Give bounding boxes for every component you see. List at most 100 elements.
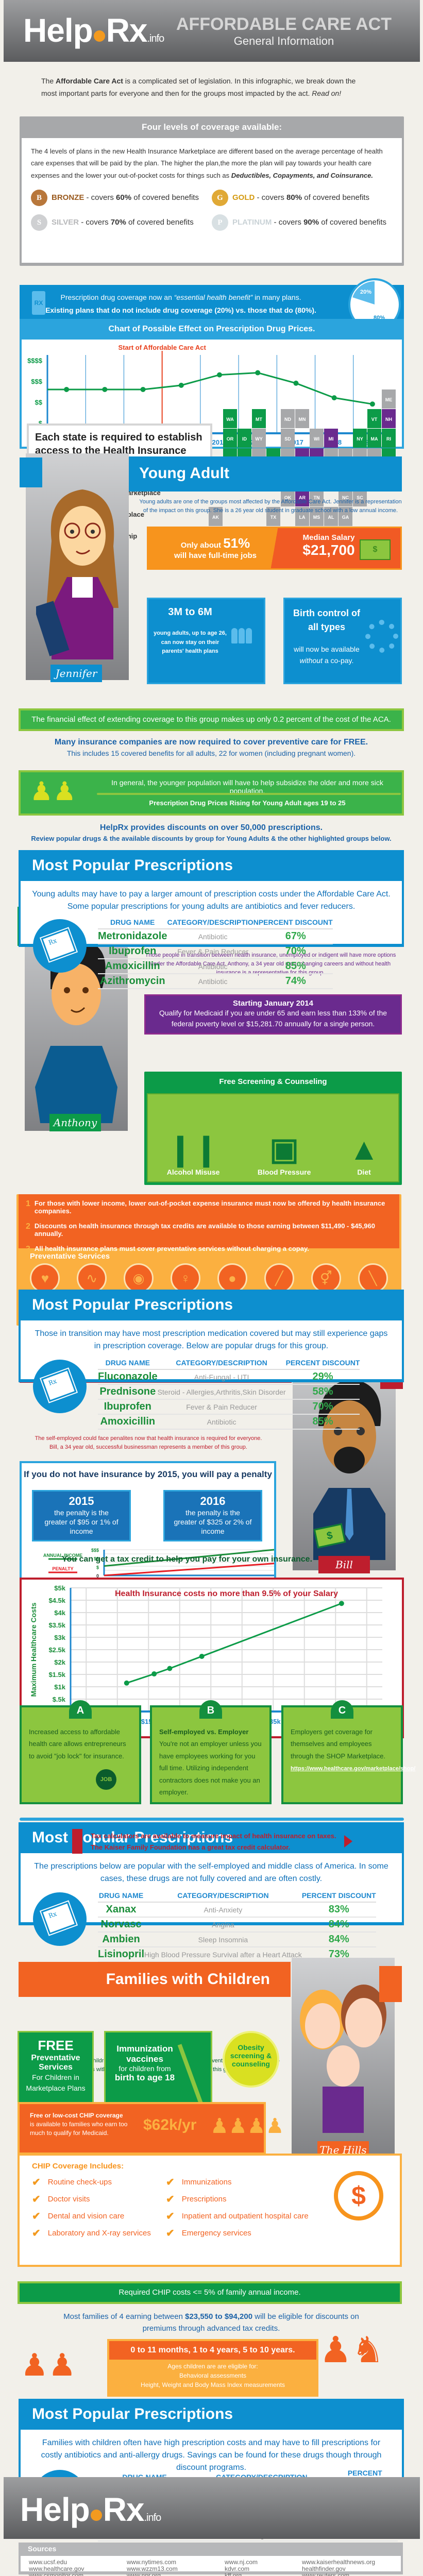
state-label: GA bbox=[342, 515, 349, 520]
source-link[interactable]: www.nj.com bbox=[225, 2558, 258, 2566]
tier-name: SILVER bbox=[52, 218, 79, 227]
drug-category: Anti-Anxiety bbox=[144, 1902, 302, 1918]
annotation-label: Start of Affordable Care Act bbox=[119, 344, 207, 351]
drug-discount: 70% bbox=[258, 944, 333, 959]
tier-pre: - covers bbox=[255, 193, 287, 202]
source-link[interactable]: www.healthcare.gov bbox=[29, 2565, 84, 2573]
series-line-penalty bbox=[104, 1563, 275, 1577]
cost-point bbox=[151, 1671, 157, 1677]
helprx-logo[interactable]: Help Rx .info bbox=[23, 12, 164, 49]
cost-point bbox=[199, 1653, 205, 1659]
tax-credit-eligibility: Most families of 4 earning between $23,5… bbox=[57, 2311, 366, 2334]
pie-slice-without-coverage bbox=[352, 281, 375, 304]
penalty-year: 2015 bbox=[69, 1495, 94, 1507]
table-row: Norvasc Angina 84% bbox=[98, 1917, 376, 1933]
calc-line-1: Tax calculators are available to measure… bbox=[91, 1832, 336, 1840]
y-tick-label: $1k bbox=[54, 1683, 65, 1691]
source-link[interactable]: kff.org bbox=[225, 2572, 242, 2576]
price-point bbox=[369, 401, 375, 407]
drug-table-title: Most Popular Prescriptions bbox=[32, 1296, 233, 1313]
hills-portrait: The Hills bbox=[292, 1958, 402, 2160]
drug-category: Fever & Pain Reducer bbox=[157, 1399, 286, 1415]
blood-pressure-icon: ▣ bbox=[269, 1132, 299, 1166]
state-label: TN bbox=[314, 495, 320, 500]
std-screenings-icon: ⚥ bbox=[311, 1263, 341, 1293]
series-label: PENALTY bbox=[52, 1566, 73, 1571]
check-icon: ✔ bbox=[166, 2177, 175, 2188]
y-tick-label: $2k bbox=[54, 1658, 65, 1666]
page-subtitle: General Information bbox=[233, 35, 334, 47]
imm-heading: Immunization vaccines bbox=[116, 2044, 173, 2064]
cost-line bbox=[126, 1602, 342, 1684]
price-point bbox=[293, 380, 299, 386]
drug-discount: 84% bbox=[301, 1917, 376, 1933]
drug-name: Norvasc bbox=[98, 1917, 144, 1933]
state-label: MI bbox=[329, 436, 334, 442]
tier-post: of covered benefits bbox=[131, 193, 199, 202]
chip-list-heading: CHIP Coverage Includes: bbox=[32, 2162, 124, 2171]
card-text: Increased access to affordable health ca… bbox=[29, 1728, 126, 1760]
state-mn bbox=[295, 409, 309, 428]
coverage-heading: Four levels of coverage available: bbox=[141, 122, 282, 132]
child-ages-panel: 0 to 11 months, 1 to 4 years, 5 to 10 ye… bbox=[107, 2339, 318, 2397]
column-header: DRUG NAME bbox=[98, 1357, 158, 1370]
penalty-year-card: 2016 the penalty is the greater of $325 o… bbox=[163, 1490, 262, 1541]
column-header: PERCENT DISCOUNT bbox=[258, 916, 333, 929]
table-row: Prednisone Steroid - Allergies,Arthritis,… bbox=[98, 1384, 360, 1400]
source-link[interactable]: www.wzzm13.com bbox=[127, 2565, 178, 2573]
drug-discount: 74% bbox=[258, 974, 333, 989]
card-letter: A bbox=[69, 1700, 92, 1719]
source-link[interactable]: www.nytimes.com bbox=[127, 2558, 177, 2566]
state-label: ID bbox=[242, 436, 247, 442]
calc-line-2: The Kaiser Family Foundation has a great… bbox=[91, 1843, 291, 1851]
sources-column: www.nj.com kdvr.com kff.org bbox=[225, 2558, 302, 2576]
source-link[interactable]: www.ucsf.edu bbox=[29, 2558, 67, 2566]
screening-item: ▲ Diet bbox=[349, 1131, 379, 1176]
column-header: DRUG NAME bbox=[98, 916, 167, 929]
y-tick-label: 0 bbox=[96, 1573, 99, 1579]
point-number: 1 bbox=[26, 1199, 30, 1208]
rx-bottle-icon: RX bbox=[32, 291, 45, 315]
source-link[interactable]: kdvr.com bbox=[225, 2565, 250, 2573]
next-arrow-icon[interactable] bbox=[344, 1835, 352, 1848]
source-link[interactable]: healthfinder.gov bbox=[302, 2565, 346, 2573]
check-icon: ✔ bbox=[166, 2194, 175, 2205]
coverage-tier-silver: S SILVER - covers 70% of covered benefits bbox=[31, 214, 212, 231]
free-sub: Preventative Services bbox=[31, 2054, 80, 2072]
chip-item-label: Doctor visits bbox=[47, 2195, 90, 2204]
chip-item: ✔ Doctor visits bbox=[32, 2193, 166, 2206]
drug-table-description: Young adults may have to pay a larger am… bbox=[32, 890, 391, 911]
series-label: ANNUAL INCOME bbox=[43, 1553, 82, 1558]
source-link[interactable]: www.reuters.com bbox=[302, 2572, 350, 2576]
drug-table-description: The prescriptions below are popular with… bbox=[34, 1862, 388, 1883]
screening-label: Alcohol Misuse bbox=[166, 1168, 220, 1176]
cash-stack-icon: $ bbox=[360, 539, 391, 560]
source-link[interactable]: www.npr.org bbox=[127, 2572, 161, 2576]
sources-list: www.ucsf.edu www.healthcare.gov www.csmoni… bbox=[21, 2556, 401, 2576]
gold-coin-icon: G bbox=[212, 190, 228, 207]
penalty-panel: If you do not have insurance by 2015, yo… bbox=[20, 1461, 276, 1580]
state-label: SD bbox=[284, 436, 291, 442]
y-tick-label: $ bbox=[96, 1565, 99, 1570]
coverage-tier-bronze: B BRONZE - covers 60% of covered benefits bbox=[31, 190, 212, 207]
state-wi bbox=[310, 429, 324, 448]
card-heading: Self-employed vs. Employer bbox=[159, 1728, 249, 1736]
footer-logo[interactable]: Help Rx .info bbox=[20, 2491, 161, 2528]
ages-text: Ages children are are eligible for: bbox=[167, 2363, 258, 2370]
state-or bbox=[223, 429, 237, 448]
eligible-range: $23,550 to $94,200 bbox=[185, 2312, 253, 2321]
card-letter: B bbox=[199, 1700, 222, 1719]
coverage-levels-panel: Four levels of coverage available: The 4… bbox=[20, 116, 404, 266]
y-axis-label: Maximum Healthcare Costs bbox=[29, 1602, 38, 1697]
source-link[interactable]: www.kaiserhealthnews.org bbox=[302, 2558, 376, 2566]
point-text: Discounts on health insurance through ta… bbox=[34, 1222, 375, 1238]
drug-name: Prednisone bbox=[98, 1384, 158, 1400]
price-line bbox=[47, 372, 373, 405]
shop-marketplace-link[interactable]: https://www.healthcare.gov/marketplace/s… bbox=[291, 1766, 416, 1772]
source-link[interactable]: www.csmonitor.com bbox=[29, 2572, 84, 2576]
food-pyramid-icon: ▲ bbox=[348, 1132, 380, 1166]
table-row: Fluconazole Anti-Fungal - UTI 29% bbox=[98, 1369, 360, 1385]
